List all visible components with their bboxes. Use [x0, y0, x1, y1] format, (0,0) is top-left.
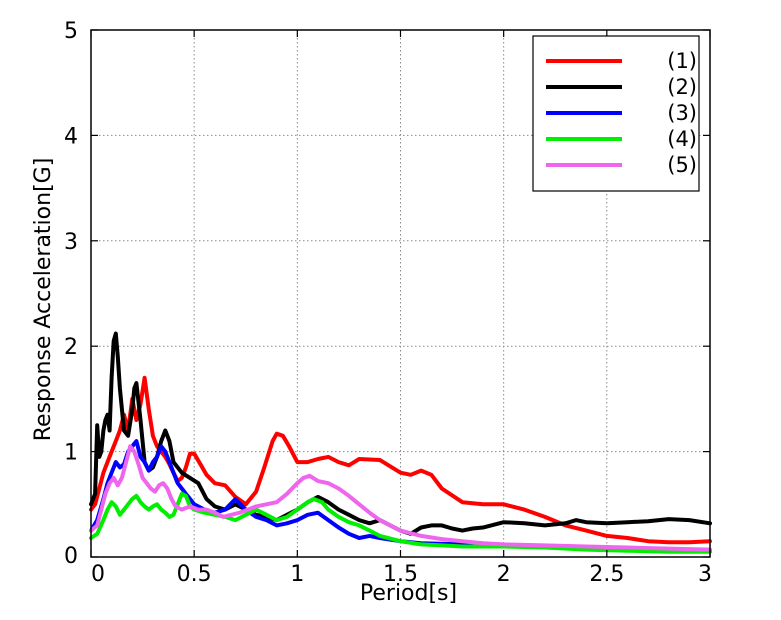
tick-marks — [90, 29, 711, 558]
x-tick-label: 1.5 — [383, 562, 418, 587]
x-tick-label: 2 — [497, 562, 511, 587]
legend-label-5: (5) — [667, 153, 697, 177]
series-line-1 — [89, 375, 712, 545]
series-layer — [89, 331, 712, 554]
grid-lines — [91, 30, 710, 557]
y-tick-label: 0 — [64, 544, 78, 569]
y-tick-label: 4 — [64, 124, 78, 149]
y-tick-labels: 0 1 2 3 4 5 — [64, 19, 78, 569]
x-axis-title: Period[s] — [360, 581, 457, 606]
legend-label-4: (4) — [667, 127, 697, 151]
legend-label-1: (1) — [667, 49, 697, 73]
x-tick-label: 2.5 — [589, 562, 624, 587]
x-tick-label: 3 — [698, 562, 712, 587]
y-tick-label: 5 — [64, 19, 78, 44]
x-tick-labels: 0 0.5 1 1.5 2 2.5 3 — [91, 562, 712, 587]
y-tick-label: 1 — [64, 441, 78, 466]
legend-label-2: (2) — [667, 75, 697, 99]
series-line-5 — [89, 444, 712, 552]
x-tick-label: 1 — [290, 562, 304, 587]
x-tick-label: 0.5 — [177, 562, 212, 587]
x-tick-label: 0 — [91, 562, 105, 587]
legend: (1)(2)(3)(4)(5) — [532, 35, 700, 192]
y-tick-label: 3 — [64, 230, 78, 255]
y-axis-title: Response Acceleration[G] — [31, 158, 56, 442]
legend-label-3: (3) — [667, 101, 697, 125]
y-tick-label: 2 — [64, 335, 78, 360]
